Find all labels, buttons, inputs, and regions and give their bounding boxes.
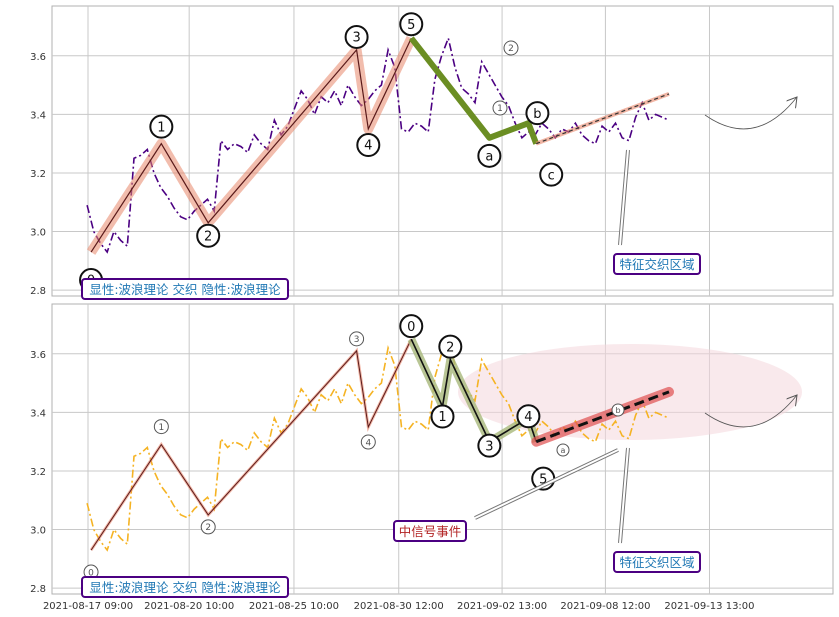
bottom-forecast-arc: [704, 395, 797, 428]
bottom-wave-label: 2: [205, 523, 211, 533]
x-tick-label: 2021-08-25 10:00: [249, 601, 339, 612]
x-tick-label: 2021-09-08 12:00: [560, 601, 650, 612]
bottom-mid-arrow-inner: [474, 449, 619, 519]
top-corrective-label-circle: [539, 162, 564, 187]
y-tick-label: 3.4: [30, 408, 46, 419]
top-y-tick-labels: 2.8 3.0 3.2 3.4 3.6: [30, 52, 46, 297]
bottom-small-label-circle: [556, 443, 570, 457]
bottom-legend: 显性:波浪理论 交织 隐性:波浪理论: [81, 576, 289, 598]
bottom-small-label-circle: [611, 403, 625, 417]
top-corrective-label-circle: [477, 143, 502, 168]
bottom-mid-annotation: 中信号事件: [393, 520, 467, 542]
bottom-secondary-label: 0: [407, 320, 415, 335]
bottom-secondary-label: 1: [438, 410, 446, 425]
bottom-secondary-label-circle: [430, 404, 455, 429]
y-tick-label: 3.0: [30, 228, 46, 239]
x-tick-label: 2021-09-13 13:00: [664, 601, 754, 612]
bottom-panel: 2.83.03.23.43.6 012345012345ab 中信号事件 特征交…: [30, 303, 834, 598]
bottom-highlight-ellipse: [458, 344, 802, 440]
top-forecast-arc: [704, 97, 797, 130]
bottom-secondary-label-circle: [399, 314, 424, 339]
x-tick-label: 2021-09-02 13:00: [457, 601, 547, 612]
top-wave-label: 2: [204, 229, 212, 244]
top-wave-label: 3: [352, 31, 360, 46]
top-feature-annotation: 特征交织区域: [613, 253, 701, 275]
x-tick-labels: 2021-08-17 09:00 2021-08-20 10:00 2021-08-…: [43, 601, 755, 612]
y-tick-label: 3.6: [30, 52, 46, 63]
y-tick-label: 3.2: [30, 467, 46, 478]
y-tick-label: 3.4: [30, 110, 46, 121]
top-wave-label: 5: [407, 18, 415, 33]
x-tick-label: 2021-08-17 09:00: [43, 601, 133, 612]
x-tick-label: 2021-08-20 10:00: [144, 601, 234, 612]
bottom-secondary-label: 2: [446, 340, 454, 355]
y-tick-label: 3.0: [30, 526, 46, 537]
top-subwave-label-circle: [492, 100, 508, 116]
bottom-wave-label: 0: [88, 568, 94, 578]
top-subwave-label-circle: [503, 40, 519, 56]
bottom-secondary-label: 5: [539, 472, 547, 487]
top-wave-lines: [86, 36, 670, 255]
bottom-wave-label: 1: [158, 423, 164, 433]
top-forecast-line: [536, 93, 670, 145]
bottom-feature-arrow-inner: [619, 447, 629, 544]
bottom-y-tick-labels: 2.8 3.0 3.2 3.4 3.6: [30, 350, 46, 595]
top-wave-label-circle: [344, 24, 369, 49]
bottom-secondary-label-circle: [516, 404, 541, 429]
top-panel-frame: [51, 5, 834, 297]
bottom-wave-label-circle: [349, 331, 365, 347]
bottom-mid-annotation-text: 中信号事件: [399, 524, 462, 539]
top-legend-text: 显性:波浪理论 交织 隐性:波浪理论: [89, 282, 281, 297]
top-corrective-label: a: [485, 149, 493, 164]
top-feature-arrow-inner: [619, 149, 629, 246]
top-corrective-label: c: [548, 168, 555, 183]
top-subwave-label: 2: [508, 44, 514, 54]
bottom-forecast-line: [535, 390, 670, 444]
y-tick-label: 2.8: [30, 584, 46, 595]
bottom-wave-label-circle: [153, 419, 169, 435]
bottom-wave-label: 3: [354, 335, 360, 345]
bottom-feature-annotation-text: 特征交织区域: [619, 555, 694, 570]
top-panel: 2.83.03.23.43.6 012345abc21 特征交织区域 显性:波浪…: [30, 5, 834, 300]
top-wave-label: 4: [364, 139, 372, 154]
top-subwave-label: 1: [497, 104, 503, 114]
bottom-wave-label: 4: [365, 438, 371, 448]
bottom-wave-label-circle: [360, 434, 376, 450]
bottom-small-label: a: [561, 446, 566, 455]
top-corrective-label: b: [533, 107, 541, 122]
top-price-line: [86, 35, 670, 254]
bottom-small-label: b: [615, 406, 620, 415]
top-legend: 显性:波浪理论 交织 隐性:波浪理论: [81, 278, 289, 300]
top-price-series: [86, 35, 670, 254]
bottom-legend-text: 显性:波浪理论 交织 隐性:波浪理论: [89, 580, 281, 595]
top-corrective-wave: [408, 36, 540, 145]
x-tick-label: 2021-08-30 12:00: [354, 601, 444, 612]
top-wave-label-circle: [399, 12, 424, 37]
bottom-main-wave: [90, 338, 412, 551]
top-corrective-label-circle: [525, 101, 550, 126]
bottom-secondary-label: 4: [524, 410, 532, 425]
top-wave-label-circle: [356, 133, 381, 158]
y-tick-label: 3.6: [30, 350, 46, 361]
bottom-secondary-label-circle: [438, 334, 463, 359]
top-wave-label-circle: [196, 223, 221, 248]
y-tick-label: 2.8: [30, 286, 46, 297]
top-wave-label: 1: [157, 120, 165, 135]
bottom-secondary-label: 3: [485, 439, 493, 454]
bottom-wave-labels: 012345012345ab: [83, 314, 625, 580]
bottom-wave-label-circle: [200, 519, 216, 535]
y-tick-label: 3.2: [30, 169, 46, 180]
top-feature-annotation-text: 特征交织区域: [619, 257, 694, 272]
bottom-secondary-label-circle: [477, 433, 502, 458]
top-main-wave: [90, 37, 412, 253]
bottom-feature-annotation: 特征交织区域: [613, 551, 701, 573]
top-wave-label-circle: [149, 114, 174, 139]
